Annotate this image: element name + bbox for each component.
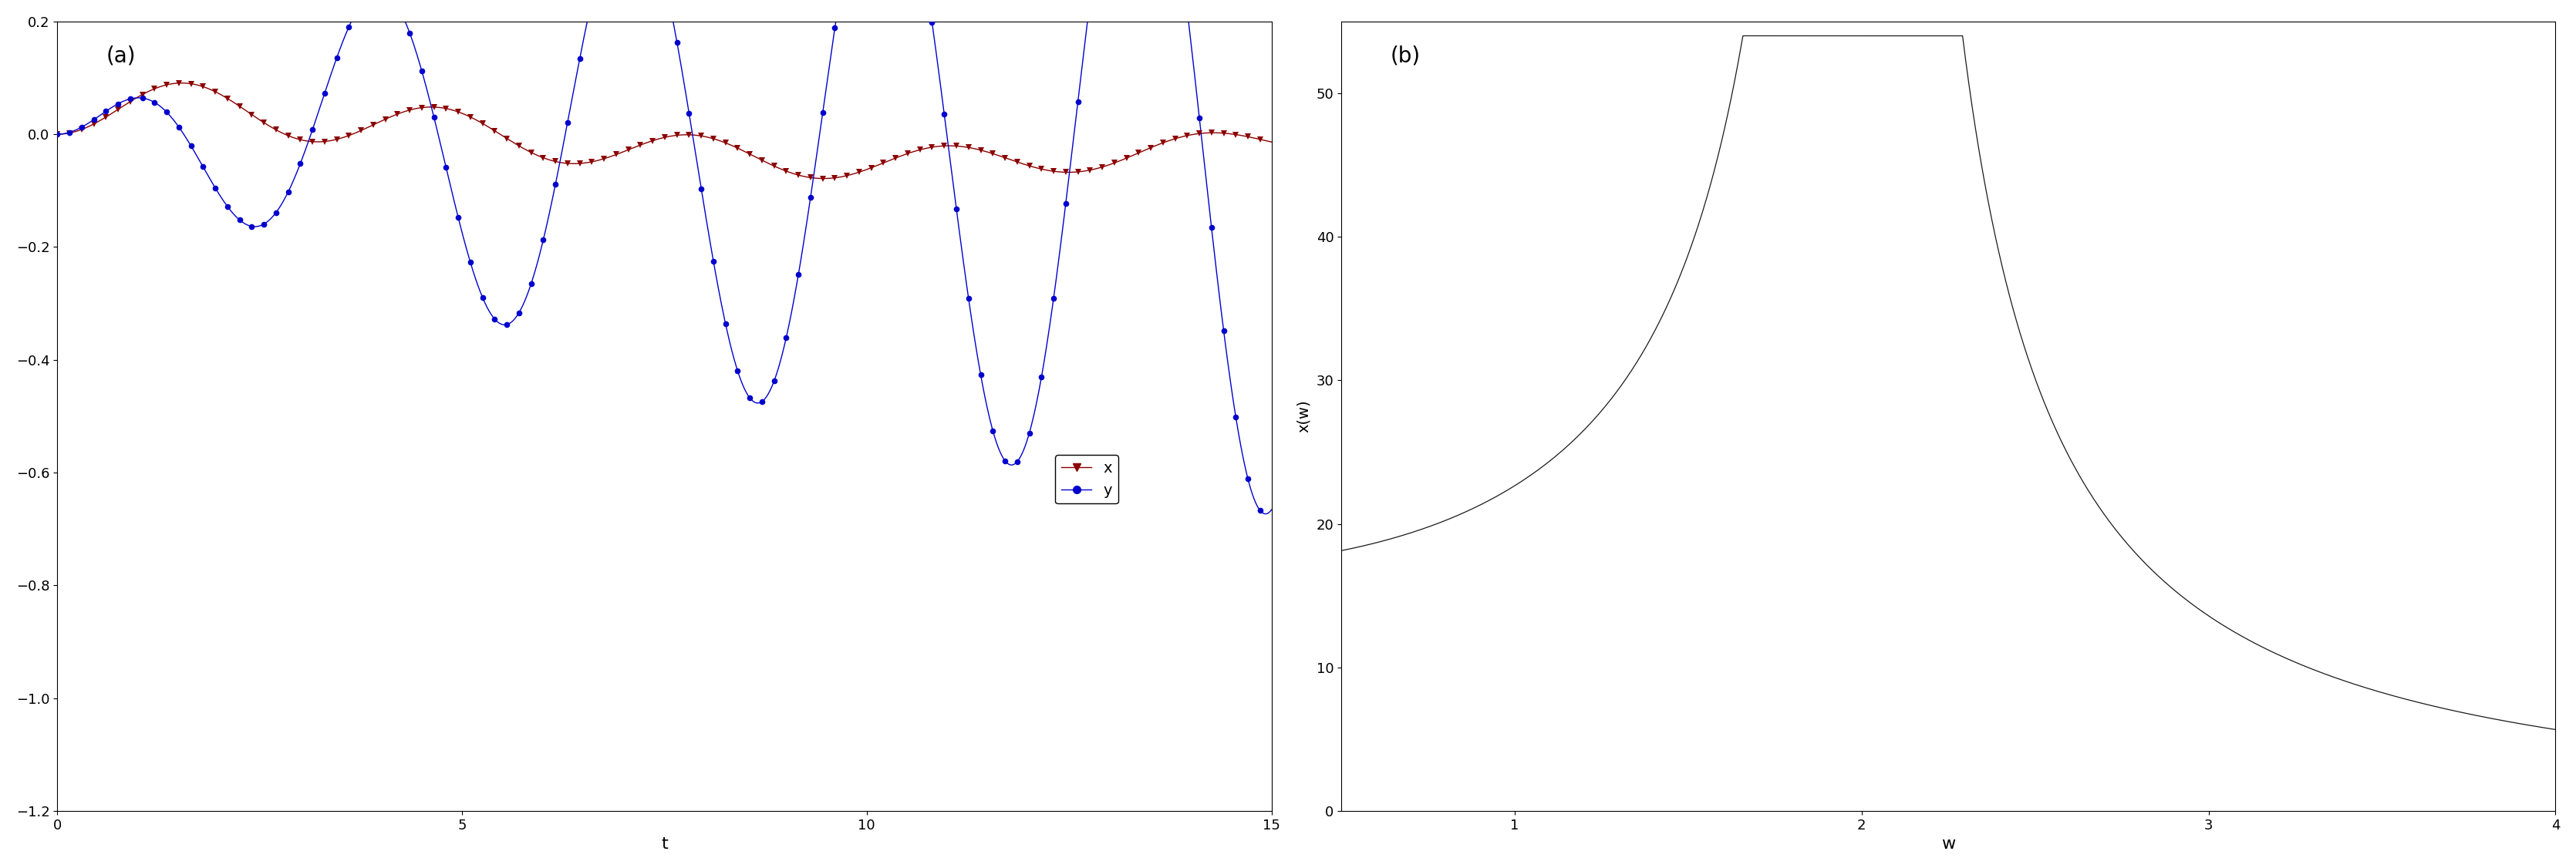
Text: (b): (b) [1391, 45, 1419, 67]
Legend: x, y: x, y [1056, 455, 1118, 503]
Y-axis label: x(w): x(w) [1296, 400, 1311, 432]
X-axis label: t: t [662, 837, 667, 852]
Text: (a): (a) [106, 45, 137, 67]
X-axis label: w: w [1942, 837, 1955, 852]
